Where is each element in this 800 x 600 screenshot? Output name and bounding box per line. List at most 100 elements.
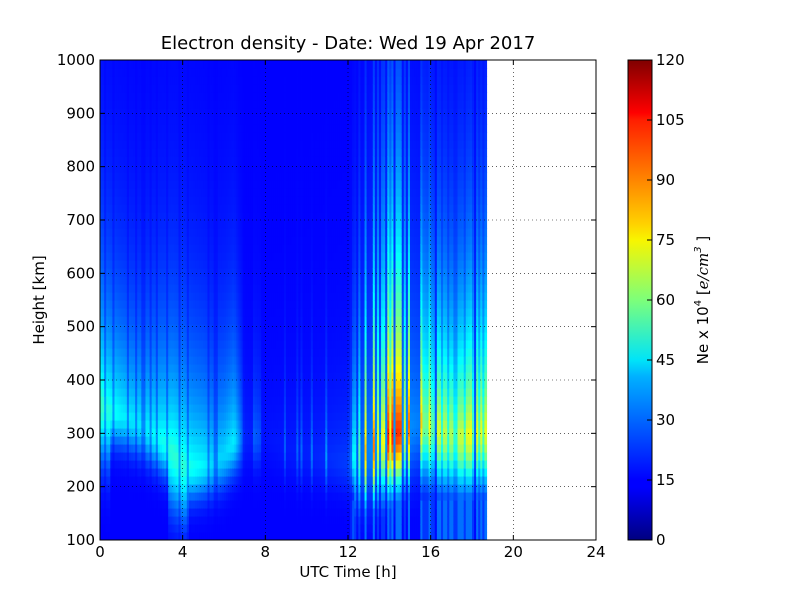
heatmap-cell bbox=[122, 300, 126, 309]
heatmap-cell bbox=[110, 284, 113, 293]
heatmap-cell bbox=[141, 292, 144, 301]
heatmap-cell bbox=[164, 140, 167, 149]
heatmap-cell bbox=[131, 364, 134, 373]
heatmap-cell bbox=[164, 452, 167, 461]
heatmap-cell bbox=[172, 436, 175, 445]
heatmap-cell bbox=[149, 204, 153, 213]
heatmap-cell bbox=[174, 532, 178, 540]
heatmap-cell bbox=[151, 468, 155, 477]
heatmap-cell bbox=[174, 172, 178, 181]
heatmap-cell bbox=[174, 516, 178, 525]
heatmap-cell bbox=[157, 244, 161, 253]
heatmap-cell bbox=[186, 356, 190, 365]
heatmap-cell bbox=[184, 412, 188, 421]
heatmap-cell bbox=[145, 244, 149, 253]
heatmap-cell bbox=[118, 252, 122, 261]
heatmap-cell bbox=[131, 132, 134, 141]
heatmap-cell bbox=[131, 92, 134, 101]
heatmap-cell bbox=[151, 212, 155, 221]
heatmap-cell bbox=[149, 252, 153, 261]
heatmap-cell bbox=[120, 92, 124, 101]
heatmap-cell bbox=[166, 268, 169, 277]
heatmap-cell bbox=[100, 396, 103, 405]
heatmap-cell bbox=[157, 412, 161, 421]
heatmap-cell bbox=[172, 372, 175, 381]
heatmap-cell bbox=[139, 212, 142, 221]
heatmap-cell bbox=[112, 300, 116, 309]
heatmap-cell bbox=[104, 508, 107, 517]
heatmap-cell bbox=[176, 196, 180, 205]
heatmap-cell bbox=[124, 532, 128, 540]
heatmap-cell bbox=[106, 148, 109, 157]
heatmap-cell bbox=[114, 388, 118, 397]
heatmap-cell bbox=[180, 220, 184, 229]
heatmap-cell bbox=[162, 396, 165, 405]
heatmap-cell bbox=[153, 124, 157, 133]
heatmap-cell bbox=[172, 196, 175, 205]
heatmap-cell bbox=[164, 84, 167, 93]
heatmap-cell bbox=[180, 60, 184, 69]
heatmap-cell bbox=[155, 500, 159, 509]
heatmap-cell bbox=[128, 156, 132, 165]
heatmap-cell bbox=[145, 196, 149, 205]
heatmap-cell bbox=[102, 108, 105, 117]
heatmap-cell bbox=[145, 500, 149, 509]
heatmap-cell bbox=[131, 260, 134, 269]
heatmap-cell bbox=[133, 172, 136, 181]
heatmap-cell bbox=[180, 196, 184, 205]
heatmap-cell bbox=[162, 220, 165, 229]
heatmap-cell bbox=[162, 148, 165, 157]
heatmap-cell bbox=[106, 156, 109, 165]
heatmap-cell bbox=[128, 204, 132, 213]
heatmap-cell bbox=[143, 492, 147, 501]
heatmap-cell bbox=[151, 532, 155, 540]
heatmap-cell bbox=[186, 188, 190, 197]
heatmap-cell bbox=[133, 484, 136, 493]
heatmap-cell bbox=[159, 372, 163, 381]
heatmap-cell bbox=[159, 284, 163, 293]
heatmap-cell bbox=[104, 268, 107, 277]
heatmap-cell bbox=[122, 76, 126, 85]
heatmap-cell bbox=[143, 508, 147, 517]
heatmap-cell bbox=[147, 292, 151, 301]
heatmap-cell bbox=[137, 252, 140, 261]
heatmap-cell bbox=[126, 140, 130, 149]
heatmap-cell bbox=[102, 60, 105, 69]
heatmap-cell bbox=[145, 228, 149, 237]
heatmap-cell bbox=[180, 484, 184, 493]
heatmap-cell bbox=[141, 204, 144, 213]
heatmap-cell bbox=[155, 436, 159, 445]
heatmap-cell bbox=[166, 276, 169, 285]
heatmap-cell bbox=[188, 124, 192, 133]
heatmap-cell bbox=[162, 76, 165, 85]
heatmap-cell bbox=[157, 452, 161, 461]
heatmap-cell bbox=[116, 508, 120, 517]
heatmap-cell bbox=[182, 228, 186, 237]
heatmap-cell bbox=[106, 292, 109, 301]
heatmap-cell bbox=[126, 236, 130, 245]
heatmap-cell bbox=[174, 180, 178, 189]
heatmap-cell bbox=[131, 468, 134, 477]
heatmap-cell bbox=[139, 428, 142, 437]
heatmap-cell bbox=[166, 524, 169, 533]
heatmap-cell bbox=[145, 508, 149, 517]
heatmap-cell bbox=[168, 132, 171, 141]
heatmap-cell bbox=[112, 468, 116, 477]
heatmap-cell bbox=[193, 76, 196, 85]
heatmap-cell bbox=[182, 188, 186, 197]
heatmap-cell bbox=[186, 164, 190, 173]
heatmap-cell bbox=[116, 484, 120, 493]
heatmap-cell bbox=[137, 420, 140, 429]
heatmap-cell bbox=[170, 364, 173, 373]
heatmap-cell bbox=[145, 116, 149, 125]
heatmap-cell bbox=[133, 364, 136, 373]
heatmap-cell bbox=[178, 316, 182, 325]
heatmap-cell bbox=[166, 212, 169, 221]
heatmap-cell bbox=[164, 108, 167, 117]
heatmap-cell bbox=[133, 228, 136, 237]
heatmap-cell bbox=[114, 172, 118, 181]
heatmap-cell bbox=[104, 60, 107, 69]
heatmap-cell bbox=[100, 188, 103, 197]
heatmap-cell bbox=[114, 508, 118, 517]
heatmap-cell bbox=[174, 340, 178, 349]
